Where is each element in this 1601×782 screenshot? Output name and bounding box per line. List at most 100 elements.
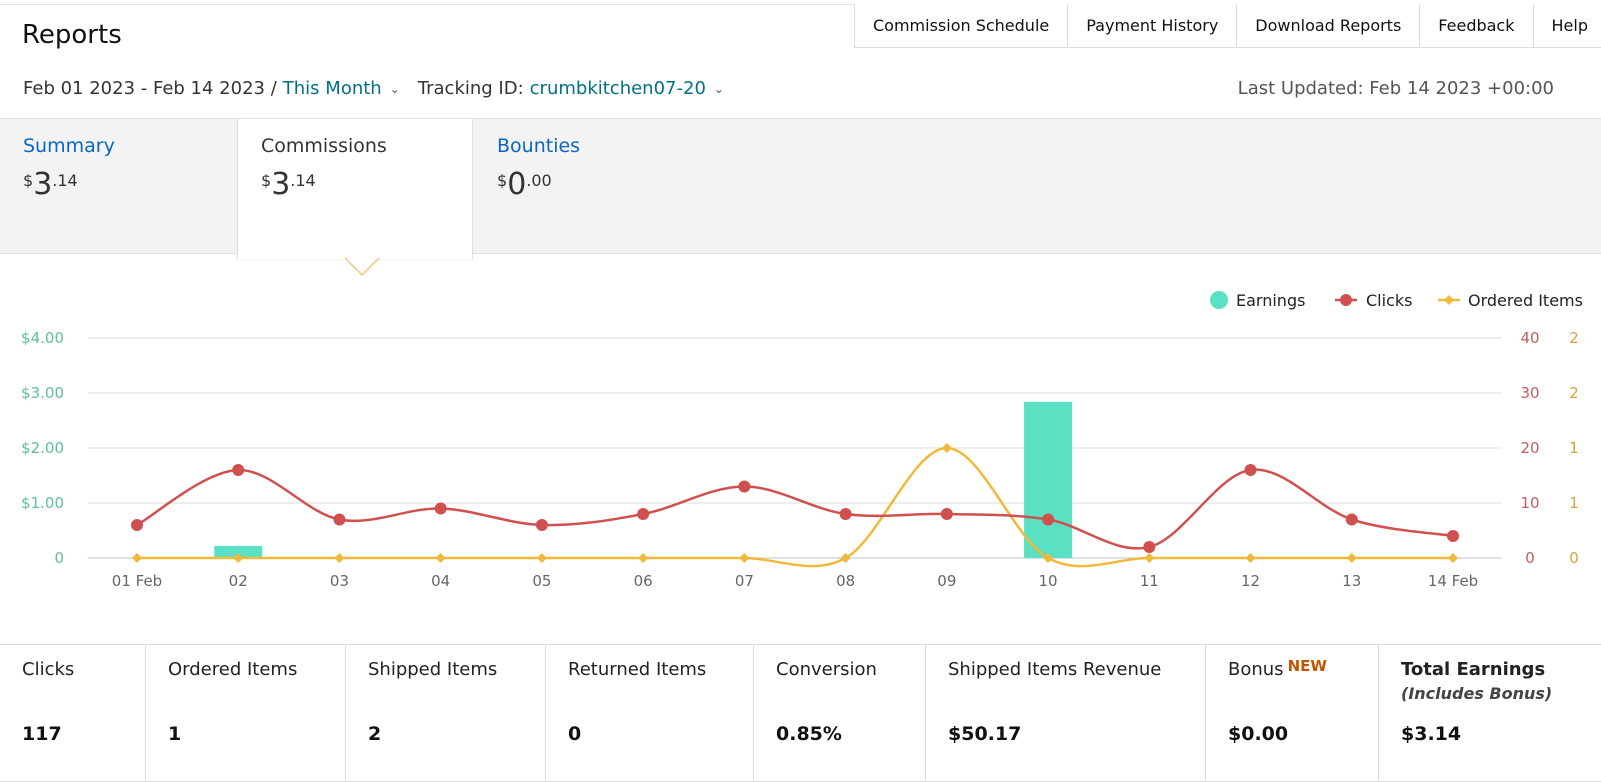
clicks-point: [333, 513, 346, 526]
x-axis-tick-label: 07: [735, 572, 754, 590]
clicks-point: [1244, 464, 1257, 476]
feedback-button[interactable]: Feedback: [1420, 4, 1534, 47]
x-axis-tick-label: 03: [330, 572, 349, 590]
date-range-text: Feb 01 2023 - Feb 14 2023 /: [23, 78, 277, 99]
ordered-items-point: [739, 553, 750, 563]
chevron-down-icon[interactable]: ⌄: [713, 81, 724, 96]
ordered-items-point: [233, 553, 244, 563]
x-axis-tick-label: 13: [1342, 572, 1361, 590]
stat-label: Clicks: [22, 659, 75, 680]
x-axis-tick-label: 14 Feb: [1428, 572, 1478, 590]
stat-shipped-items-revenue: Shipped Items Revenue $50.17: [926, 645, 1206, 781]
stat-value: 2: [368, 723, 382, 745]
x-axis-tick-label: 01 Feb: [112, 572, 162, 590]
amount-cents: .14: [290, 171, 316, 190]
left-axis-tick-label: $4.00: [21, 329, 64, 347]
stat-value: 117: [22, 723, 62, 745]
x-axis-tick-label: 04: [431, 572, 450, 590]
last-updated: Last Updated: Feb 14 2023 +00:00: [1237, 78, 1554, 99]
stat-label: Shipped Items: [368, 659, 498, 680]
amount-whole: 3: [33, 167, 53, 202]
tracking-id-dropdown[interactable]: crumbkitchen07-20: [529, 78, 706, 99]
x-axis-tick-label: 12: [1241, 572, 1260, 590]
right-axis-tick-label: 0: [1525, 549, 1535, 567]
period-dropdown[interactable]: This Month: [282, 78, 382, 99]
tab-amount: $3.14: [23, 167, 236, 202]
stat-label: Bonus NEW: [1228, 657, 1378, 680]
tab-amount: $0.00: [497, 167, 710, 202]
ordered-items-point: [132, 553, 142, 563]
x-axis-tick-label: 10: [1039, 572, 1058, 590]
right-axis-tick-label: 40: [1520, 329, 1539, 347]
legend-ordered-items-label: Ordered Items: [1468, 291, 1583, 310]
tab-commissions[interactable]: Commissions $3.14: [237, 118, 473, 259]
stat-label: Returned Items: [568, 659, 707, 680]
amount-whole: 3: [271, 167, 291, 202]
left-axis-tick-label: 0: [54, 549, 64, 567]
clicks-point: [535, 519, 548, 531]
ordered-items-point: [840, 553, 851, 563]
tab-summary[interactable]: Summary $3.14: [0, 119, 236, 255]
tab-label: Commissions: [261, 135, 387, 157]
clicks-point: [131, 519, 143, 531]
x-axis-tick-label: 11: [1140, 572, 1159, 590]
x-axis-tick-label: 09: [937, 572, 956, 590]
left-axis-tick-label: $1.00: [21, 494, 64, 512]
filter-row: Feb 01 2023 - Feb 14 2023 / This Month ⌄…: [23, 78, 742, 99]
ordered-items-point: [1043, 553, 1054, 563]
clicks-line: [136, 468, 1454, 550]
stat-label: Total Earnings: [1401, 659, 1546, 680]
top-border: [0, 4, 1601, 5]
bonus-label: Bonus: [1228, 659, 1284, 680]
help-button[interactable]: Help: [1551, 16, 1588, 35]
tracking-id-label: Tracking ID:: [417, 78, 524, 99]
tab-label: Summary: [23, 135, 115, 157]
payment-history-button[interactable]: Payment History: [1068, 4, 1238, 47]
amount-cents: .00: [526, 171, 552, 190]
ordered-items-point: [1448, 553, 1458, 563]
stat-shipped-items: Shipped Items 2: [346, 645, 546, 781]
stat-total-earnings: Total Earnings (Includes Bonus) $3.14: [1379, 645, 1601, 781]
tab-amount: $3.14: [261, 167, 472, 202]
top-nav: Commission Schedule Payment History Down…: [854, 4, 1601, 48]
stat-value: 1: [168, 723, 182, 745]
right2-axis-tick-label: 0: [1569, 549, 1579, 567]
download-reports-button[interactable]: Download Reports: [1237, 4, 1421, 47]
right2-axis-tick-label: 1: [1569, 439, 1579, 457]
stat-label: Shipped Items Revenue: [948, 659, 1162, 680]
tab-bounties[interactable]: Bounties $0.00: [474, 119, 710, 255]
new-badge: NEW: [1287, 657, 1327, 675]
ordered-items-point: [1144, 553, 1155, 563]
earnings-chart: 0 $1.00 $2.00 $3.00 $4.00 0 10 20 30 40 0 1 1 2 2 01 Fe…: [0, 256, 1601, 636]
right-axis-tick-label: 10: [1520, 494, 1539, 512]
ordered-items-point: [536, 553, 547, 563]
clicks-point: [1345, 513, 1358, 526]
x-axis-tick-label: 06: [634, 572, 653, 590]
stat-value: $0.00: [1228, 723, 1289, 745]
legend-ordered-items-icon: [1444, 295, 1454, 305]
active-tab-pointer-icon: [344, 257, 380, 277]
clicks-point: [637, 508, 650, 520]
commission-schedule-button[interactable]: Commission Schedule: [855, 4, 1069, 47]
stat-bonus: Bonus NEW $0.00: [1206, 645, 1379, 781]
clicks-point: [1042, 513, 1055, 526]
ordered-items-point: [334, 553, 345, 563]
stat-conversion: Conversion 0.85%: [754, 645, 926, 781]
ordered-items-point: [435, 553, 446, 563]
earnings-bar: [214, 545, 263, 558]
stat-value: $3.14: [1401, 723, 1462, 745]
x-axis-tick-label: 08: [836, 572, 855, 590]
clicks-point: [940, 508, 953, 520]
chevron-down-icon[interactable]: ⌄: [389, 81, 400, 96]
clicks-point: [1447, 530, 1459, 542]
clicks-point: [232, 464, 245, 476]
right2-axis-tick-label: 2: [1569, 329, 1579, 347]
stat-returned-items: Returned Items 0: [546, 645, 754, 781]
stat-ordered-items: Ordered Items 1: [146, 645, 346, 781]
stat-value: 0: [568, 723, 582, 745]
amount-whole: 0: [507, 167, 527, 202]
stats-bar: Clicks 117 Ordered Items 1 Shipped Items…: [0, 644, 1601, 782]
clicks-point: [738, 480, 751, 493]
legend-clicks-label: Clicks: [1366, 291, 1412, 310]
x-axis-tick-label: 05: [532, 572, 551, 590]
